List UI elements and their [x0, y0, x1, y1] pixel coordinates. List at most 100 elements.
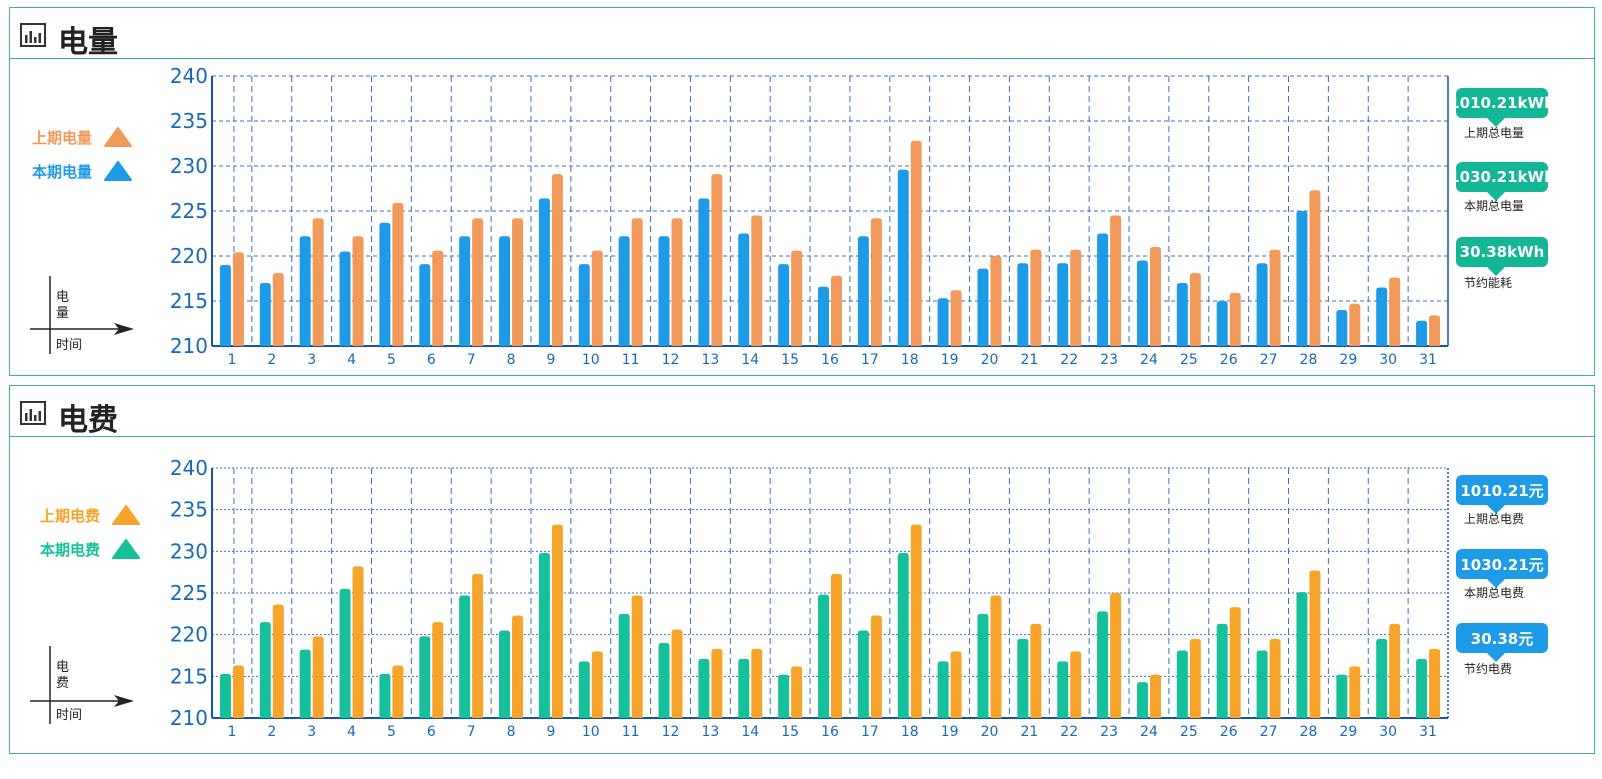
x-tick-label: 21	[1020, 352, 1038, 368]
bar	[352, 236, 364, 346]
x-tick-label: 9	[546, 724, 555, 740]
energy-panel: 电量 上期电量 本期电量 电量 时间 210 215 220 225 230 235 240…	[9, 7, 1595, 376]
x-tick-label: 26	[1220, 724, 1238, 740]
x-tick-label: 24	[1140, 724, 1158, 740]
bar	[950, 651, 962, 718]
legend-item-curr[interactable]: 本期电量	[32, 154, 133, 188]
bar	[538, 553, 550, 718]
bar	[392, 665, 404, 718]
chart-legend: 上期电费 本期电费	[40, 498, 141, 566]
bar	[1256, 650, 1268, 718]
x-tick-label: 7	[467, 352, 476, 368]
bar	[658, 643, 670, 718]
bar	[818, 594, 829, 718]
summary-badge-prev: 1010.21kWh	[1449, 88, 1555, 127]
y-tick-label: 230	[170, 154, 208, 178]
bar	[1376, 638, 1388, 718]
bar	[379, 222, 391, 346]
x-tick-label: 11	[622, 352, 640, 368]
bar	[339, 588, 351, 718]
bar	[232, 252, 244, 346]
bar	[1429, 315, 1441, 346]
bar	[578, 661, 590, 718]
y-tick-label: 210	[170, 706, 208, 730]
axis-arrows-icon	[30, 646, 134, 724]
bar	[751, 648, 763, 718]
x-tick-label: 15	[781, 352, 799, 368]
bar	[977, 268, 989, 346]
bar	[1216, 623, 1228, 718]
summary-badge-curr: 1030.21元	[1456, 549, 1548, 588]
bar	[857, 630, 869, 718]
bar	[1229, 607, 1241, 718]
triangle-icon	[104, 127, 133, 147]
bar	[1110, 593, 1122, 718]
x-tick-label: 8	[507, 352, 516, 368]
x-tick-label: 21	[1020, 724, 1038, 740]
bar	[870, 615, 882, 718]
y-tick-label: 240	[170, 64, 208, 88]
legend-label-prev: 上期电量	[32, 128, 93, 147]
y-tick-label: 240	[170, 456, 208, 480]
bar	[299, 649, 311, 718]
bar	[591, 651, 603, 718]
bar	[219, 265, 231, 346]
panel-title: 电费	[58, 403, 118, 438]
legend-item-prev[interactable]: 上期电费	[40, 498, 141, 532]
triangle-icon	[104, 161, 133, 181]
bar	[831, 573, 842, 718]
bar	[990, 256, 1002, 346]
bar	[631, 595, 643, 718]
bar	[512, 615, 524, 718]
bar	[1336, 674, 1348, 718]
x-tick-label: 20	[981, 352, 999, 368]
bar	[312, 218, 324, 346]
bar	[950, 290, 962, 346]
x-tick-label: 15	[781, 724, 799, 740]
panel-header: 电费	[10, 386, 1594, 438]
legend-item-prev[interactable]: 上期电量	[32, 120, 133, 154]
cost-panel: 电费 上期电费 本期电费 电费 时间 210 215 220 225 230 235 240…	[9, 385, 1595, 754]
bar-chart-icon	[20, 23, 46, 47]
bar	[1376, 287, 1388, 346]
bar	[272, 604, 284, 718]
bar	[419, 636, 431, 718]
summary-badge-saving: 30.38元	[1456, 623, 1548, 662]
bar	[711, 648, 723, 718]
legend-item-curr[interactable]: 本期电费	[40, 532, 141, 566]
bar	[1136, 260, 1148, 346]
bar	[419, 264, 431, 346]
bar	[392, 202, 404, 346]
bar	[831, 275, 842, 346]
bar	[910, 140, 922, 346]
axis-arrows-icon	[30, 276, 134, 354]
bar	[538, 198, 550, 346]
x-tick-label: 27	[1260, 352, 1278, 368]
x-tick-label: 13	[701, 724, 719, 740]
y-tick-label: 210	[170, 334, 208, 358]
x-tick-label: 5	[387, 352, 396, 368]
bar	[1030, 623, 1042, 718]
x-tick-label: 22	[1060, 352, 1078, 368]
x-tick-label: 10	[582, 352, 600, 368]
summary-label-curr: 本期总电量	[1464, 199, 1525, 213]
x-tick-label: 17	[861, 352, 879, 368]
bar	[1269, 638, 1281, 718]
y-tick-label: 235	[170, 498, 208, 522]
x-tick-label: 20	[981, 724, 999, 740]
bar	[658, 236, 670, 346]
summary-badge-prev: 1010.21元	[1456, 475, 1548, 514]
x-tick-label: 30	[1379, 724, 1397, 740]
x-tick-label: 26	[1220, 352, 1238, 368]
y-tick-label: 220	[170, 623, 208, 647]
bar	[1057, 263, 1069, 346]
x-tick-label: 12	[662, 724, 680, 740]
x-tick-label: 27	[1260, 724, 1278, 740]
bar	[432, 250, 444, 346]
y-tick-label: 230	[170, 539, 208, 563]
summary-label-curr: 本期总电费	[1464, 586, 1525, 600]
triangle-icon	[112, 539, 141, 559]
x-tick-label: 23	[1100, 724, 1118, 740]
bar	[631, 218, 643, 346]
bar	[791, 250, 803, 346]
